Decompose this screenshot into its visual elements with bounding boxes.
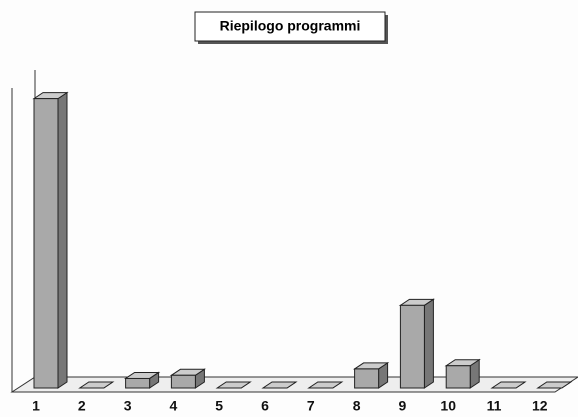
bar <box>399 304 425 389</box>
x-tick-label: 6 <box>261 398 269 414</box>
bar <box>354 368 380 389</box>
bar <box>33 98 59 389</box>
x-tick-label: 7 <box>307 398 315 414</box>
chart-title: Riepilogo programmi <box>220 18 361 34</box>
x-tick-label: 12 <box>532 398 548 414</box>
x-tick-label: 4 <box>170 398 178 414</box>
bar-side <box>423 298 434 389</box>
bar-top <box>307 381 344 389</box>
bar-top <box>78 381 115 389</box>
bar-side <box>57 91 68 389</box>
bar <box>445 365 471 389</box>
bar-top <box>215 381 252 389</box>
x-tick-label: 3 <box>124 398 132 414</box>
x-tick-label: 1 <box>32 398 40 414</box>
bar-top <box>536 381 573 389</box>
x-tick-label: 5 <box>215 398 223 414</box>
title-box <box>194 11 386 42</box>
x-tick-label: 11 <box>487 398 502 414</box>
bar <box>125 377 151 389</box>
x-tick-label: 8 <box>353 398 361 414</box>
bar <box>170 374 196 389</box>
x-tick-label: 2 <box>78 398 86 414</box>
x-tick-label: 9 <box>399 398 407 414</box>
x-tick-label: 10 <box>440 398 456 414</box>
bar-top <box>490 381 527 389</box>
bar-top <box>261 381 298 389</box>
